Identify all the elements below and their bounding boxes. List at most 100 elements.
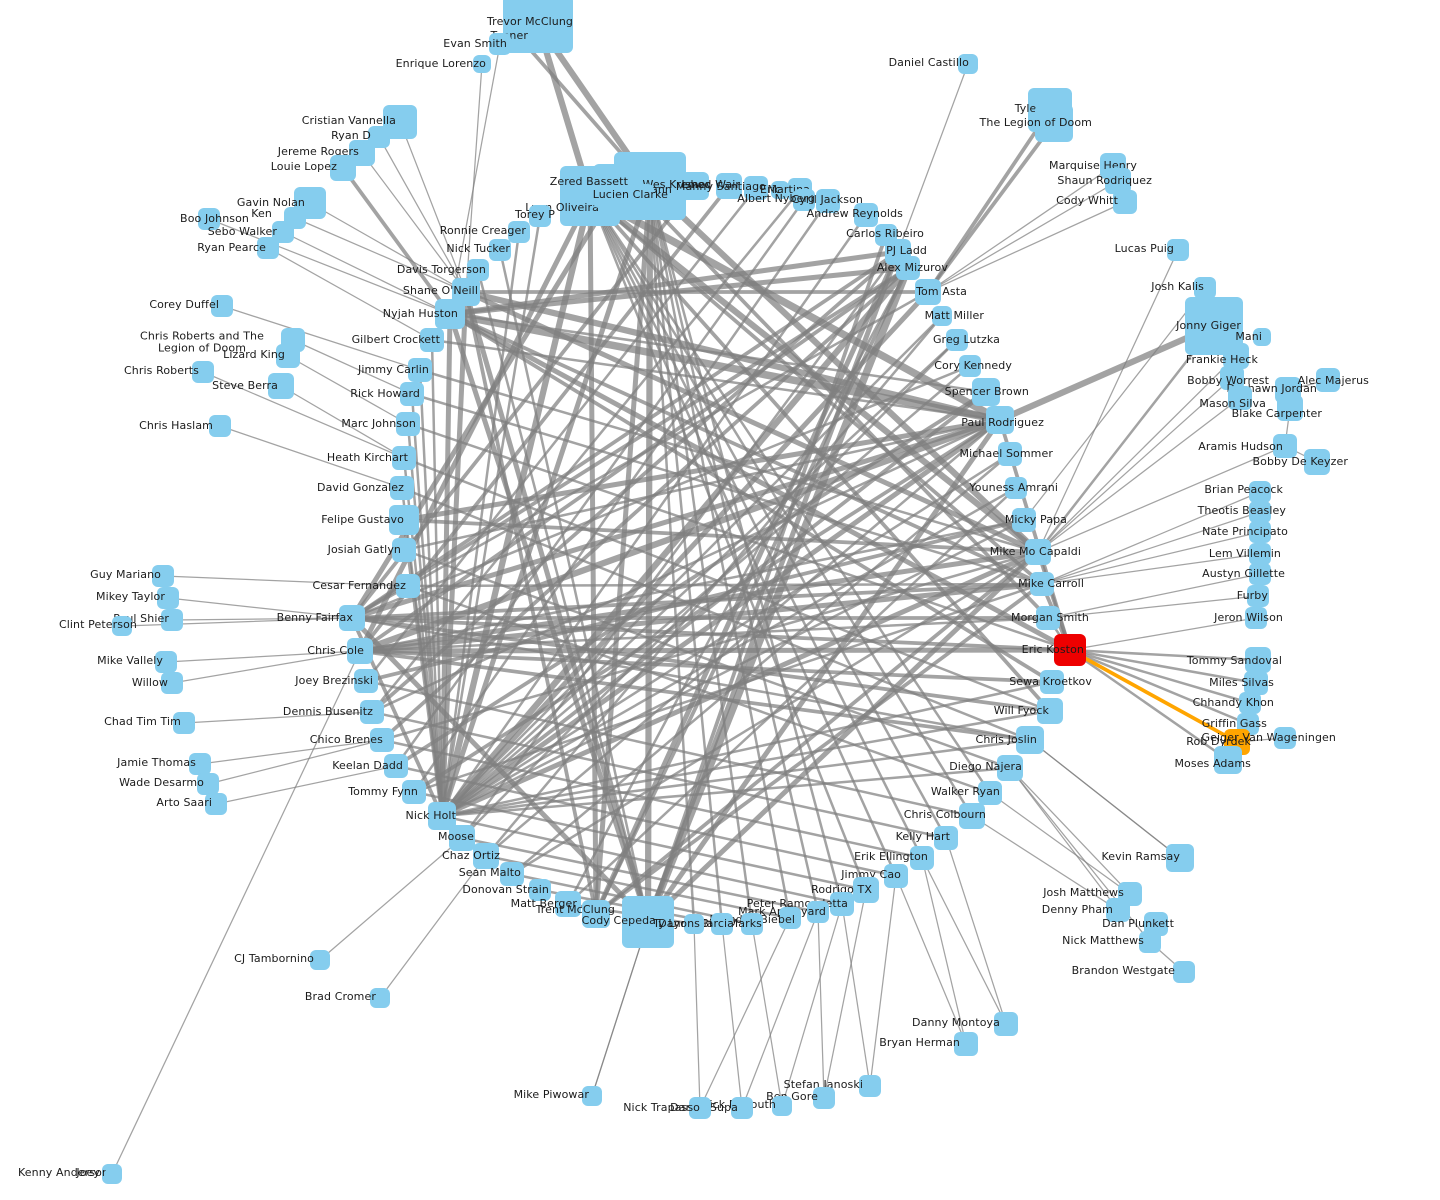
graph-node[interactable] bbox=[986, 406, 1014, 434]
graph-node[interactable] bbox=[859, 1075, 881, 1097]
graph-node[interactable] bbox=[1035, 104, 1073, 142]
graph-node[interactable] bbox=[1214, 746, 1242, 774]
graph-node[interactable] bbox=[1223, 343, 1249, 369]
graph-node[interactable] bbox=[435, 299, 465, 329]
graph-node[interactable] bbox=[1173, 961, 1195, 983]
graph-node[interactable] bbox=[884, 864, 908, 888]
graph-node[interactable] bbox=[994, 1012, 1018, 1036]
graph-node[interactable] bbox=[813, 1087, 835, 1109]
graph-node[interactable] bbox=[197, 773, 219, 795]
graph-node[interactable] bbox=[934, 826, 958, 850]
graph-node[interactable] bbox=[1274, 727, 1296, 749]
graph-node[interactable] bbox=[161, 672, 183, 694]
graph-node[interactable] bbox=[853, 877, 879, 903]
graph-node[interactable] bbox=[959, 803, 985, 829]
graph-node[interactable] bbox=[741, 913, 763, 935]
graph-node[interactable] bbox=[830, 892, 854, 916]
graph-node[interactable] bbox=[384, 754, 408, 778]
graph-node[interactable] bbox=[1113, 190, 1137, 214]
graph-node[interactable] bbox=[854, 203, 878, 227]
graph-node[interactable] bbox=[392, 538, 416, 562]
graph-node[interactable] bbox=[711, 913, 733, 935]
graph-node[interactable] bbox=[272, 221, 294, 243]
graph-node[interactable] bbox=[189, 753, 211, 775]
graph-node[interactable] bbox=[105, 1167, 119, 1181]
graph-node[interactable] bbox=[582, 1086, 602, 1106]
graph-node[interactable] bbox=[779, 907, 801, 929]
graph-node[interactable] bbox=[1247, 585, 1269, 607]
graph-node[interactable] bbox=[1025, 539, 1051, 565]
graph-node[interactable] bbox=[946, 329, 968, 351]
graph-node[interactable] bbox=[268, 373, 294, 399]
graph-node[interactable] bbox=[420, 328, 444, 352]
graph-node[interactable] bbox=[1245, 607, 1267, 629]
graph-node[interactable] bbox=[958, 54, 978, 74]
graph-node[interactable] bbox=[473, 55, 491, 73]
graph-node[interactable] bbox=[1194, 277, 1216, 299]
graph-node[interactable] bbox=[112, 616, 132, 636]
graph-node[interactable] bbox=[1005, 477, 1027, 499]
graph-node[interactable] bbox=[155, 651, 177, 673]
graph-node[interactable] bbox=[1253, 328, 1271, 346]
graph-node[interactable] bbox=[1249, 501, 1271, 523]
graph-node[interactable] bbox=[681, 172, 709, 200]
graph-node[interactable] bbox=[972, 378, 1000, 406]
graph-node[interactable] bbox=[731, 1097, 753, 1119]
graph-node[interactable] bbox=[390, 476, 414, 500]
graph-node[interactable] bbox=[396, 574, 420, 598]
graph-node[interactable] bbox=[205, 793, 227, 815]
graph-node[interactable] bbox=[1273, 434, 1297, 458]
graph-node[interactable] bbox=[1316, 368, 1340, 392]
graph-node[interactable] bbox=[211, 295, 233, 317]
graph-node[interactable] bbox=[209, 415, 231, 437]
graph-node[interactable] bbox=[954, 1032, 978, 1056]
graph-node[interactable] bbox=[1016, 726, 1044, 754]
graph-node[interactable] bbox=[771, 181, 789, 199]
graph-node[interactable] bbox=[807, 901, 829, 923]
graph-node[interactable] bbox=[997, 755, 1023, 781]
graph-node[interactable] bbox=[392, 446, 416, 470]
graph-node[interactable] bbox=[998, 442, 1022, 466]
graph-node[interactable] bbox=[684, 914, 704, 934]
graph-node[interactable] bbox=[1054, 634, 1086, 666]
graph-node[interactable] bbox=[257, 237, 279, 259]
graph-node[interactable] bbox=[793, 189, 815, 211]
graph-node[interactable] bbox=[310, 950, 330, 970]
graph-node[interactable] bbox=[1249, 563, 1271, 585]
graph-node[interactable] bbox=[161, 609, 183, 631]
graph-node[interactable] bbox=[1228, 386, 1252, 410]
graph-node[interactable] bbox=[1249, 481, 1271, 503]
graph-node[interactable] bbox=[157, 587, 179, 609]
graph-node[interactable] bbox=[716, 173, 742, 199]
graph-node[interactable] bbox=[339, 605, 365, 631]
graph-node[interactable] bbox=[354, 669, 378, 693]
graph-node[interactable] bbox=[360, 700, 384, 724]
graph-node[interactable] bbox=[508, 221, 530, 243]
graph-node[interactable] bbox=[347, 638, 373, 664]
graph-node[interactable] bbox=[152, 565, 174, 587]
graph-node[interactable] bbox=[1244, 671, 1268, 695]
graph-node[interactable] bbox=[744, 176, 768, 200]
graph-node[interactable] bbox=[1245, 647, 1271, 673]
graph-node[interactable] bbox=[816, 189, 840, 213]
graph-node[interactable] bbox=[1106, 898, 1130, 922]
graph-node[interactable] bbox=[1277, 395, 1303, 421]
graph-node[interactable] bbox=[1239, 692, 1261, 714]
graph-node[interactable] bbox=[510, 28, 530, 48]
graph-node[interactable] bbox=[555, 891, 581, 917]
graph-node[interactable] bbox=[198, 208, 220, 230]
graph-node[interactable] bbox=[896, 256, 920, 280]
graph-node[interactable] bbox=[772, 1096, 792, 1116]
graph-node[interactable] bbox=[630, 184, 654, 208]
graph-node[interactable] bbox=[1304, 449, 1330, 475]
graph-node[interactable] bbox=[400, 382, 424, 406]
graph-node[interactable] bbox=[408, 358, 432, 382]
graph-node[interactable] bbox=[467, 259, 489, 281]
graph-node[interactable] bbox=[689, 1097, 711, 1119]
graph-node[interactable] bbox=[173, 712, 195, 734]
graph-node[interactable] bbox=[1167, 239, 1189, 261]
graph-node[interactable] bbox=[389, 505, 419, 535]
graph-node[interactable] bbox=[1030, 572, 1054, 596]
graph-node[interactable] bbox=[622, 896, 674, 948]
graph-node[interactable] bbox=[978, 781, 1002, 805]
